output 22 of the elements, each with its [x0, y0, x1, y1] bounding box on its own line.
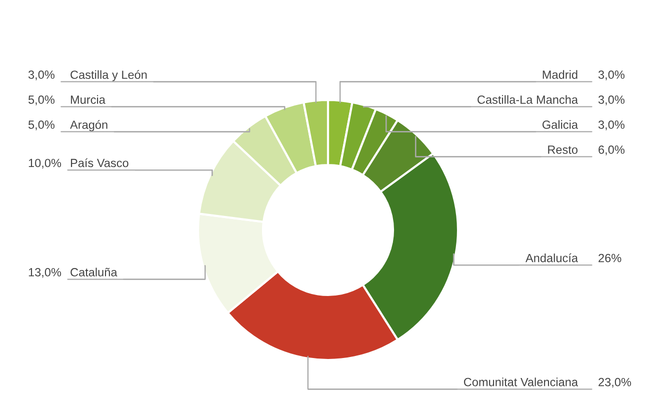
data-label: 10,0%: [28, 158, 62, 169]
data-label: 3,0%: [598, 120, 624, 130]
data-label: 3,0%: [28, 70, 54, 80]
data-label: 26%: [598, 254, 622, 262]
slice-label: Castilla-La Mancha: [478, 95, 578, 104]
slice-label: Murcia: [70, 95, 106, 104]
slice-label: País Vasco: [70, 158, 128, 168]
slice-label: Cataluña: [70, 268, 118, 276]
slice-label: Andalucía: [526, 253, 578, 262]
data-label: 5,0%: [28, 95, 54, 106]
data-label: 3,0%: [598, 95, 624, 106]
slice-label: Comunitat Valenciana: [464, 378, 578, 386]
data-label: 3,0%: [598, 70, 624, 80]
slice-label: Madrid: [542, 70, 578, 79]
slice-label: Galicia: [542, 120, 578, 129]
data-label: 23,0%: [598, 378, 632, 388]
data-label: 5,0%: [28, 120, 54, 130]
data-label: 6,0%: [598, 145, 624, 156]
slice-label: Aragón: [70, 120, 108, 132]
slice-label: Castilla y León: [70, 70, 147, 82]
slice-label: Resto: [548, 146, 578, 154]
data-label: 13,0%: [28, 268, 62, 278]
